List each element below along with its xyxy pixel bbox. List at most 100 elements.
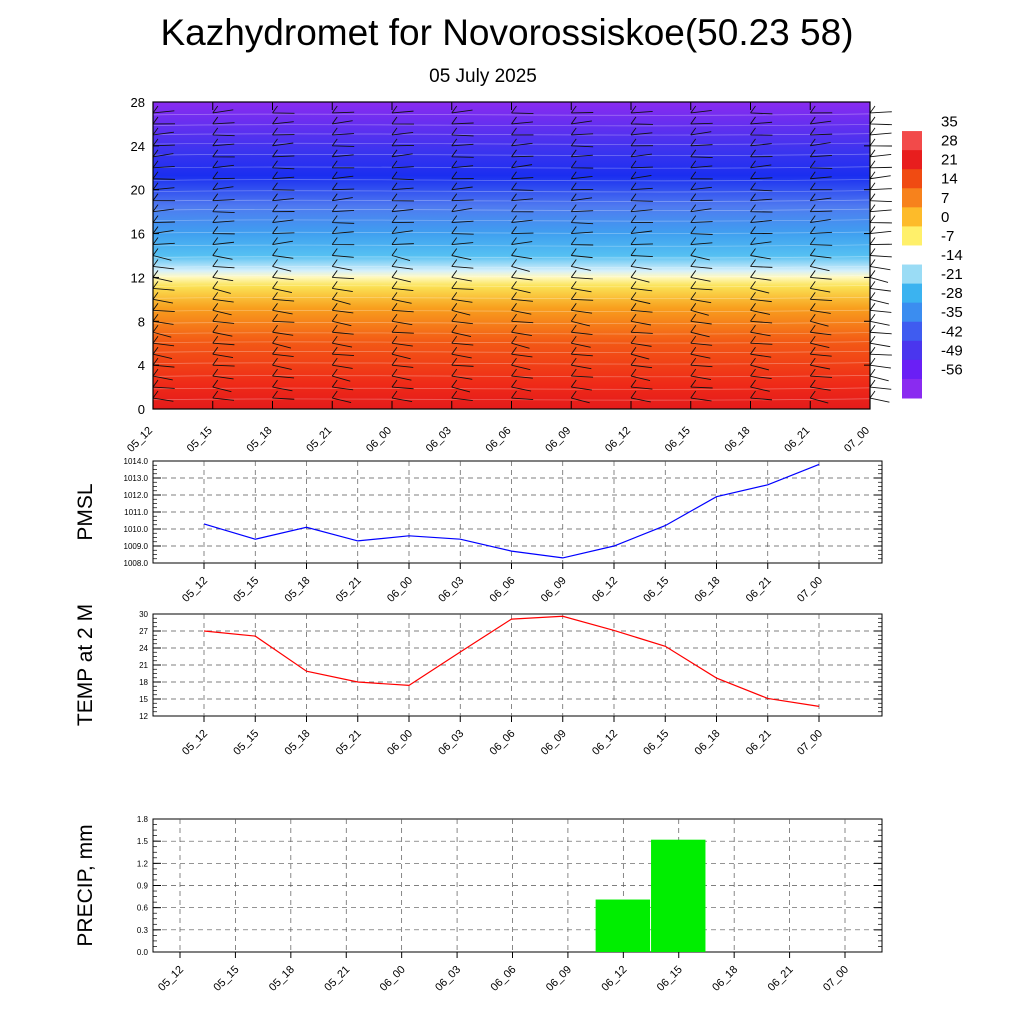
y-axis-label: PMSL	[74, 483, 97, 540]
wind-barb	[809, 204, 833, 213]
wind-barb	[869, 259, 891, 271]
wind-barb	[331, 335, 353, 348]
wind-barb	[869, 105, 892, 114]
wind-barb	[152, 314, 174, 325]
wind-barb	[152, 127, 174, 136]
wind-barb	[451, 160, 474, 169]
wind-barb	[272, 127, 295, 136]
wind-barb	[451, 259, 474, 269]
wind-barb	[570, 259, 591, 271]
wind-barb	[451, 237, 474, 245]
y-tick-label: 1.8	[137, 815, 149, 824]
wind-barb	[331, 127, 355, 136]
wind-barb	[212, 303, 232, 316]
wind-barb	[152, 335, 175, 347]
wind-barb	[630, 204, 653, 213]
wind-barb	[451, 105, 473, 114]
wind-barb	[570, 314, 591, 327]
contour-line	[152, 341, 871, 344]
wind-barb	[451, 182, 473, 191]
wind-barb	[391, 215, 414, 224]
x-tick-label: 06_03	[424, 425, 454, 455]
wind-barb	[809, 270, 832, 280]
wind-barb	[690, 324, 710, 338]
wind-barb	[809, 281, 831, 293]
wind-barb	[331, 390, 352, 404]
x-tick-label: 06_00	[385, 575, 415, 605]
wind-barb	[451, 292, 473, 303]
wind-barb	[272, 390, 295, 400]
wind-barb	[869, 226, 892, 235]
contour-line	[152, 309, 871, 312]
wind-barb	[690, 368, 712, 380]
wind-barb	[690, 204, 712, 213]
x-tick-label: 06_15	[663, 425, 693, 455]
wind-barb	[630, 182, 653, 191]
wind-barb	[869, 324, 892, 335]
wind-barb	[272, 281, 293, 293]
wind-barb	[750, 324, 771, 337]
wind-barb	[630, 248, 653, 258]
wind-barb	[570, 160, 594, 169]
wind-barb	[869, 335, 891, 348]
x-tick-label: 05_12	[156, 964, 186, 994]
wind-barb	[809, 215, 831, 224]
wind-barb	[212, 105, 234, 114]
wind-barb	[391, 226, 413, 235]
wind-barb	[391, 335, 413, 347]
colorbar-swatch	[902, 283, 922, 304]
wind-barb	[570, 105, 594, 114]
wind-barb	[272, 248, 294, 259]
x-tick-label: 06_18	[710, 964, 740, 994]
colorbar-label: 14	[941, 171, 958, 188]
wind-barb	[750, 379, 770, 392]
wind-barb	[750, 182, 773, 192]
wind-barb	[451, 149, 474, 158]
wind-barb	[690, 357, 713, 368]
wind-barb	[451, 116, 474, 125]
wind-barb	[331, 116, 353, 125]
wind-barb	[869, 171, 891, 180]
wind-barb	[391, 193, 414, 202]
wind-barb	[869, 357, 891, 369]
wind-barb	[809, 127, 833, 136]
wind-barb	[331, 324, 354, 335]
contour-line	[152, 350, 871, 354]
wind-barb	[391, 182, 414, 191]
y-tick-label: 15	[139, 695, 148, 704]
x-tick-label: 05_15	[211, 964, 241, 994]
wind-barb	[809, 116, 832, 125]
wind-barb	[750, 226, 773, 235]
wind-barb	[750, 281, 770, 294]
wind-barb	[272, 171, 295, 180]
wind-barb	[272, 226, 295, 235]
wind-barb	[869, 160, 892, 169]
wind-barb	[570, 368, 594, 378]
x-tick-label: 06_18	[693, 575, 723, 605]
wind-barb	[869, 193, 892, 203]
wind-barb	[690, 127, 712, 136]
wind-barb	[809, 237, 833, 246]
wind-barb	[869, 215, 892, 224]
wind-barb	[690, 335, 713, 346]
wind-barb	[750, 127, 773, 136]
wind-barb	[630, 346, 650, 360]
wind-barb	[272, 105, 295, 114]
wind-barb	[331, 237, 355, 246]
wind-barb	[451, 248, 472, 261]
wind-barb	[690, 160, 713, 169]
x-tick-label: 06_00	[385, 728, 415, 758]
x-tick-label: 07_00	[795, 728, 825, 758]
x-tick-label: 06_21	[782, 425, 812, 455]
x-tick-label: 05_18	[283, 728, 313, 758]
x-tick-label: 06_21	[744, 575, 774, 605]
wind-barb	[690, 270, 711, 282]
wind-barb	[451, 127, 474, 137]
x-tick-label: 06_00	[364, 425, 394, 455]
contour-line	[152, 113, 871, 116]
wind-barb	[152, 105, 175, 114]
wind-barb	[272, 204, 295, 213]
wind-barb	[331, 292, 351, 305]
wind-barb	[152, 215, 175, 224]
